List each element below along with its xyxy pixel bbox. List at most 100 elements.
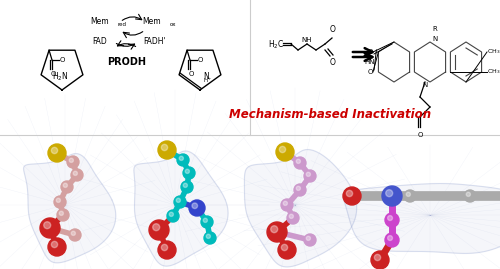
Circle shape [406, 192, 410, 196]
Text: N: N [432, 36, 438, 42]
Circle shape [267, 222, 287, 242]
Circle shape [179, 156, 184, 160]
Circle shape [149, 220, 169, 240]
Text: Mechanism-based Inactivation: Mechanism-based Inactivation [229, 108, 431, 122]
Text: R: R [432, 26, 438, 32]
Circle shape [167, 210, 179, 222]
Circle shape [306, 172, 310, 176]
Text: N: N [422, 82, 428, 88]
Circle shape [294, 157, 306, 169]
Text: PRODH: PRODH [108, 57, 146, 67]
Circle shape [296, 159, 300, 164]
Circle shape [385, 233, 399, 247]
Circle shape [296, 186, 300, 190]
Circle shape [289, 214, 294, 218]
Circle shape [343, 187, 361, 205]
Circle shape [52, 241, 58, 248]
Circle shape [466, 192, 470, 196]
Circle shape [294, 184, 306, 196]
Circle shape [203, 218, 207, 222]
Circle shape [388, 215, 392, 221]
Circle shape [162, 144, 168, 151]
Circle shape [152, 224, 160, 231]
Text: O: O [60, 57, 66, 63]
Circle shape [278, 241, 296, 259]
Circle shape [48, 238, 66, 256]
Circle shape [280, 146, 285, 153]
Text: FADH': FADH' [144, 37, 167, 47]
Circle shape [185, 169, 190, 174]
Circle shape [276, 143, 294, 161]
Circle shape [40, 218, 60, 238]
Circle shape [162, 244, 168, 251]
Text: O: O [418, 132, 422, 138]
Text: Mem: Mem [90, 17, 110, 27]
Circle shape [63, 183, 68, 187]
Polygon shape [244, 150, 356, 267]
Circle shape [206, 234, 210, 238]
Circle shape [177, 154, 189, 166]
Circle shape [59, 211, 64, 215]
Text: $\mathrm{CH_3}$: $\mathrm{CH_3}$ [487, 48, 500, 56]
Circle shape [283, 201, 288, 206]
Circle shape [69, 158, 73, 162]
Text: $\mathregular{H_2}$N: $\mathregular{H_2}$N [52, 70, 69, 83]
Text: N: N [203, 72, 209, 81]
Text: Mem: Mem [142, 17, 162, 27]
Text: O: O [330, 58, 336, 67]
Text: NH: NH [302, 37, 312, 43]
Circle shape [52, 147, 58, 154]
Circle shape [306, 236, 310, 240]
Circle shape [304, 170, 316, 182]
Text: O: O [330, 25, 336, 34]
Circle shape [174, 196, 186, 208]
Circle shape [71, 169, 83, 181]
Circle shape [73, 171, 78, 175]
Circle shape [404, 190, 416, 202]
Circle shape [57, 209, 69, 221]
Text: ox: ox [170, 23, 176, 27]
Circle shape [183, 183, 188, 187]
Circle shape [201, 216, 213, 228]
Text: O: O [188, 71, 194, 77]
Polygon shape [24, 154, 116, 263]
Circle shape [71, 231, 76, 235]
Circle shape [374, 254, 380, 261]
Circle shape [189, 200, 205, 216]
Text: $\mathrm{H_2C}$: $\mathrm{H_2C}$ [268, 39, 284, 51]
Circle shape [281, 199, 293, 211]
Circle shape [304, 234, 316, 246]
Text: H$^+$: H$^+$ [203, 76, 213, 85]
Text: $\mathrm{CH_3}$: $\mathrm{CH_3}$ [487, 68, 500, 76]
Circle shape [388, 236, 392, 240]
Circle shape [192, 203, 198, 208]
Circle shape [183, 167, 195, 179]
Polygon shape [343, 183, 500, 253]
Circle shape [346, 190, 352, 197]
Circle shape [44, 222, 51, 229]
Circle shape [382, 186, 402, 206]
Circle shape [287, 212, 299, 224]
Circle shape [56, 198, 60, 202]
Text: O: O [368, 49, 373, 55]
Circle shape [385, 213, 399, 227]
Circle shape [371, 251, 389, 269]
Circle shape [158, 141, 176, 159]
Circle shape [48, 144, 66, 162]
Circle shape [464, 190, 476, 202]
Circle shape [386, 190, 392, 197]
Circle shape [169, 212, 173, 217]
Circle shape [270, 226, 278, 233]
Circle shape [181, 181, 193, 193]
Circle shape [69, 229, 81, 241]
Circle shape [54, 196, 66, 208]
Circle shape [176, 198, 180, 202]
Text: HN: HN [364, 59, 375, 65]
Polygon shape [134, 151, 228, 266]
Circle shape [282, 244, 288, 251]
Text: O: O [368, 69, 373, 75]
Circle shape [158, 241, 176, 259]
Circle shape [61, 181, 73, 193]
Text: O: O [50, 71, 56, 77]
Text: FAD: FAD [92, 37, 108, 47]
